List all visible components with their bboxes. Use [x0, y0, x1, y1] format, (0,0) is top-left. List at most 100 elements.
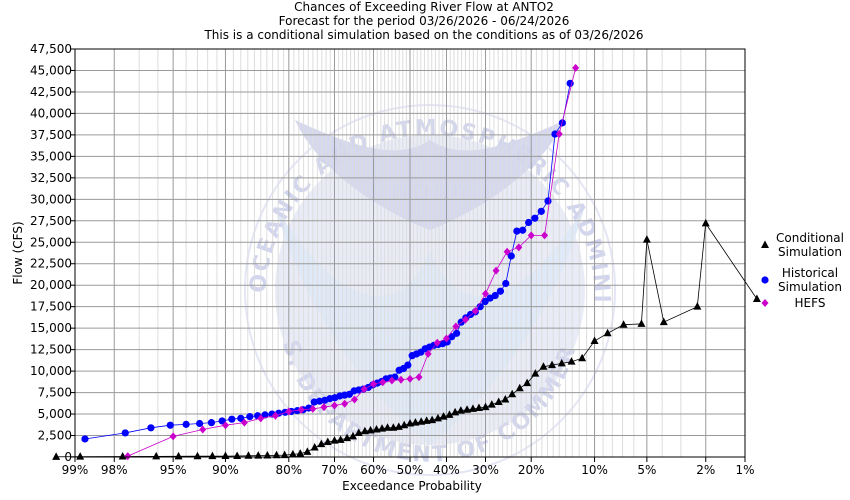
data-point	[555, 130, 563, 139]
y-tick-label: 45,000	[30, 63, 72, 77]
data-point	[544, 197, 552, 205]
data-point	[370, 379, 378, 388]
data-point	[590, 336, 599, 345]
y-tick-label: 2,500	[38, 429, 72, 443]
data-point	[551, 130, 559, 138]
legend-label: Historical	[782, 266, 838, 280]
data-point	[81, 435, 89, 443]
data-point	[541, 231, 549, 240]
data-point	[567, 357, 576, 365]
y-tick-label: 20,000	[30, 278, 72, 292]
x-tick-label: 90%	[212, 463, 239, 477]
data-point	[487, 400, 496, 408]
data-point	[476, 303, 484, 311]
series-circle	[81, 79, 574, 443]
data-point	[527, 231, 535, 240]
data-point	[257, 414, 265, 423]
y-tick-label: 42,500	[30, 85, 72, 99]
data-point	[501, 394, 510, 403]
y-tick-label: 37,500	[30, 128, 72, 142]
y-tick-label: 7,500	[38, 386, 72, 400]
data-point	[508, 389, 517, 398]
data-point	[422, 416, 431, 424]
x-tick-label: 40%	[433, 463, 460, 477]
data-point	[237, 414, 245, 422]
data-point	[388, 376, 396, 385]
data-point	[303, 447, 312, 455]
x-tick-label: 60%	[360, 463, 387, 477]
data-point	[285, 407, 293, 416]
x-tick-label: 10%	[581, 463, 608, 477]
data-point	[471, 306, 479, 315]
data-point	[503, 247, 511, 256]
data-point	[218, 417, 226, 425]
x-tick-label: 20%	[518, 463, 545, 477]
data-point	[121, 429, 129, 437]
data-point	[246, 413, 254, 421]
y-tick-label: 5,000	[38, 407, 72, 421]
data-point	[330, 436, 339, 444]
x-tick-label: 95%	[160, 463, 187, 477]
data-point	[221, 421, 229, 430]
y-axis-title: Flow (CFS)	[11, 221, 25, 284]
data-point	[693, 302, 702, 310]
data-point	[531, 214, 539, 222]
chart-title: Chances of Exceeding River Flow at ANTO2…	[203, 0, 643, 42]
data-point	[515, 243, 523, 252]
data-point	[502, 279, 510, 288]
data-point	[539, 362, 548, 370]
legend-label: HEFS	[795, 296, 826, 310]
x-tick-label: 80%	[275, 463, 302, 477]
data-point	[642, 235, 651, 243]
data-point	[199, 425, 207, 434]
y-tick-label: 40,000	[30, 106, 72, 120]
data-point	[557, 358, 566, 367]
x-tick-label: 5%	[637, 463, 656, 477]
y-tick-label: 25,000	[30, 235, 72, 249]
data-point	[366, 425, 375, 434]
data-point	[406, 374, 414, 383]
data-point	[468, 404, 477, 412]
data-point	[288, 449, 297, 458]
x-tick-label: 50%	[397, 463, 424, 477]
x-tick-label: 98%	[101, 463, 128, 477]
data-point	[196, 419, 204, 428]
data-point	[280, 450, 289, 459]
data-point	[124, 452, 132, 461]
data-point	[492, 266, 500, 275]
data-point	[481, 402, 490, 411]
data-point	[515, 383, 524, 392]
data-point	[297, 405, 305, 414]
title-line-2: Forecast for the period 03/26/2026 - 06/…	[279, 14, 570, 28]
y-tick-label: 0	[64, 450, 72, 464]
data-point	[360, 426, 369, 435]
data-point	[169, 432, 177, 441]
data-point	[453, 329, 461, 337]
data-point	[456, 406, 465, 414]
data-point	[548, 360, 557, 369]
data-point	[310, 398, 318, 406]
data-point	[507, 252, 515, 260]
data-point	[296, 449, 305, 457]
data-point	[166, 421, 174, 429]
x-tick-label: 99%	[62, 463, 89, 477]
y-tick-label: 15,000	[30, 321, 72, 335]
data-point	[637, 319, 646, 327]
y-tick-label: 35,000	[30, 149, 72, 163]
y-tick-label: 27,500	[30, 214, 72, 228]
title-line-1: Chances of Exceeding River Flow at ANTO2	[294, 0, 554, 14]
data-point	[482, 289, 490, 298]
data-point	[272, 450, 281, 459]
legend-label: Simulation	[778, 245, 842, 259]
legend: ConditionalSimulationHistoricalSimulatio…	[761, 231, 844, 310]
data-point	[378, 424, 387, 432]
data-point	[336, 435, 345, 443]
data-point	[152, 451, 161, 460]
data-point	[351, 395, 359, 404]
data-point	[261, 411, 269, 419]
legend-marker	[761, 299, 769, 307]
y-tick-label: 22,500	[30, 257, 72, 271]
legend-label: Conditional	[776, 231, 844, 245]
data-point	[494, 397, 503, 406]
